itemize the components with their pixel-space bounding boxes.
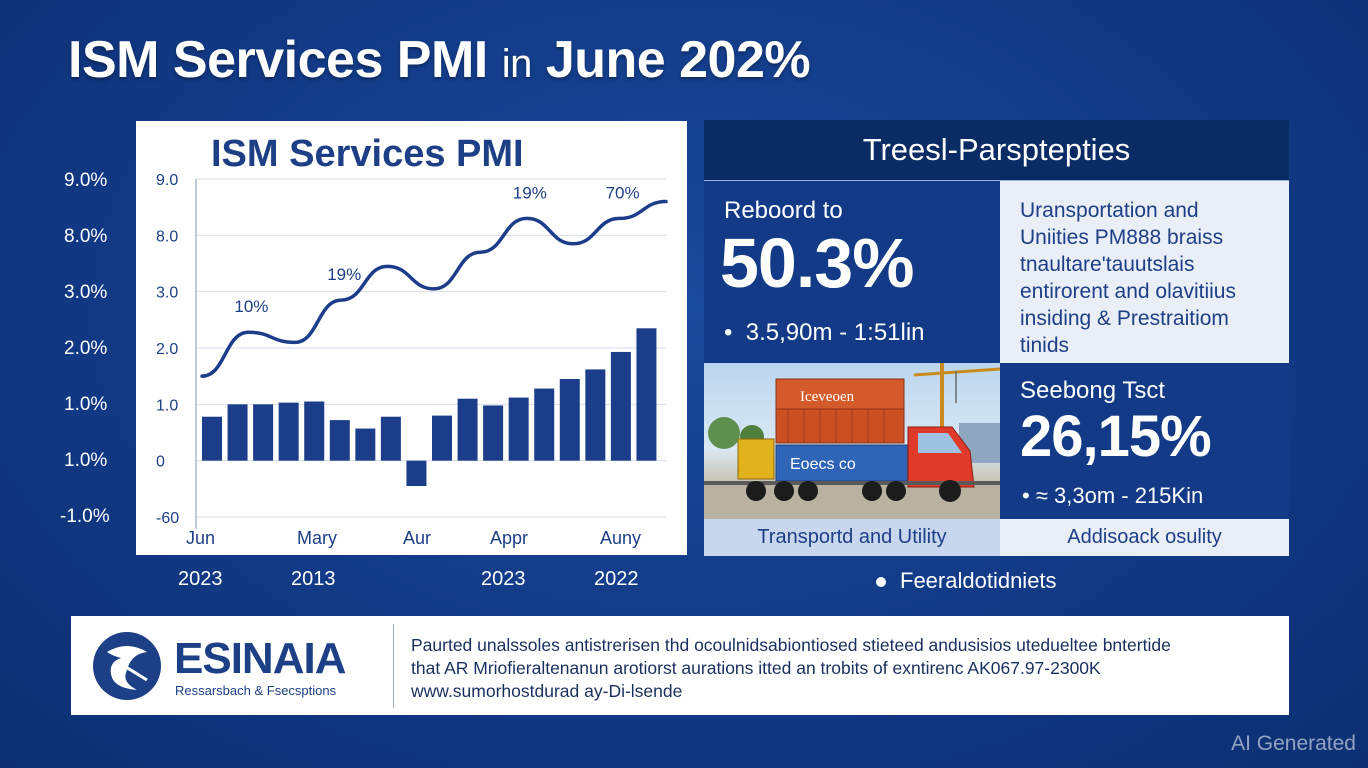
- rebound-label: Reboord to: [724, 197, 843, 224]
- x-tick-label: Aur: [403, 528, 431, 548]
- brand-name: ESINAIA: [174, 634, 346, 683]
- crane-jib: [913, 367, 1000, 377]
- page-title-rest: June 202%: [545, 31, 811, 89]
- page-title-main: ISM Services PMI: [68, 31, 488, 89]
- footer-line: that AR Mriofieraltenanun arotiorst aura…: [411, 658, 1101, 678]
- bar: [636, 328, 657, 461]
- truck-illustration: Iceveoen Eoecs co: [704, 363, 1000, 519]
- bar: [432, 415, 452, 461]
- page-title-in: in: [501, 42, 533, 86]
- y-tick-label: 9.0: [156, 172, 178, 189]
- bar: [380, 416, 401, 461]
- transport-description: Uransportation and Uniities PM888 braiss…: [1000, 181, 1289, 363]
- outer-y-tick: 1.0%: [64, 394, 108, 415]
- x-tick-label: Auny: [600, 528, 641, 548]
- bar: [585, 369, 606, 461]
- rebound-sub: • 3.5,90m - 1:51lin: [724, 319, 925, 347]
- rebound-sub-text: 3.5,90m - 1:51lin: [745, 319, 925, 346]
- caption-right: Addisoack osulity: [1000, 519, 1289, 556]
- outer-y-tick: 3.0%: [64, 282, 108, 303]
- data-annotation: 70%: [606, 183, 640, 202]
- footer-text: Paurted unalssoles antistrerisen thd oco…: [411, 634, 1271, 703]
- tree: [708, 417, 740, 449]
- pmi-chart: 9.0 8.0 3.0 2.0 1.0 0 -60 10% 19% 19% 70% Jun Mary Au…: [156, 172, 668, 548]
- transport-line: Uniities PM888 braiss: [1020, 226, 1224, 249]
- brand-tagline: Ressarsbach & Fsecsptions: [175, 683, 337, 698]
- outer-y-tick: 8.0%: [64, 226, 108, 247]
- container-bottom-label: Eoecs co: [790, 456, 856, 473]
- chassis: [704, 481, 1000, 485]
- bar: [457, 398, 478, 461]
- x-tick-label: Jun: [186, 528, 215, 548]
- bar: [253, 404, 274, 461]
- x-tick-label: Mary: [297, 528, 337, 548]
- transport-line: insiding & Prestraitiom: [1020, 307, 1229, 330]
- truck-image: Iceveoen Eoecs co: [704, 363, 1000, 519]
- x-tick-label: Appr: [490, 528, 528, 548]
- truck-window: [918, 433, 962, 453]
- footer-card: ESINAIA Ressarsbach & Fsecsptions Paurte…: [71, 616, 1289, 715]
- container-top-label: Iceveoen: [800, 389, 855, 405]
- transport-line: tnaultare'tauutslais: [1020, 253, 1195, 276]
- brand-logo-icon: [93, 632, 161, 700]
- y-tick-label: -60: [156, 510, 179, 527]
- bullet-note: Feeraldotidniets: [876, 568, 1057, 594]
- year-label: 2013: [291, 568, 336, 590]
- year-label: 2022: [594, 568, 639, 590]
- secondary-sub: • ≈ 3,3om - 215Kin: [1022, 483, 1203, 509]
- outer-y-tick: 9.0%: [64, 170, 108, 191]
- bullet-note-text: Feeraldotidniets: [900, 568, 1057, 593]
- footer-line: Paurted unalssoles antistrerisen thd oco…: [411, 635, 1171, 655]
- transport-line: tinids: [1020, 334, 1070, 357]
- data-annotation: 19%: [513, 183, 547, 202]
- container-top: [775, 378, 905, 410]
- bar: [406, 460, 427, 487]
- pmi-line: [200, 199, 668, 378]
- bar: [278, 402, 299, 461]
- bar: [227, 404, 248, 461]
- page-title: ISM Services PMI in June 202%: [68, 30, 811, 90]
- chart-title: ISM Services PMI: [211, 133, 524, 175]
- data-annotation: 19%: [327, 265, 361, 284]
- bullet-icon: •: [724, 319, 746, 346]
- bullet-icon: •: [1022, 483, 1036, 508]
- y-tick-label: 0: [156, 454, 165, 471]
- bar: [508, 397, 529, 461]
- caption-left: Transportd and Utility: [704, 519, 1000, 556]
- y-tick-label: 3.0: [156, 285, 178, 302]
- chart-card: 9.0 8.0 3.0 2.0 1.0 0 -60 10% 19% 19% 70% Jun Mary Au…: [136, 121, 687, 555]
- bar: [559, 378, 580, 461]
- trends-panel: Treesl-Parsptepties Reboord to 50.3% • 3…: [704, 120, 1289, 556]
- secondary-value: 26,15%: [1020, 404, 1212, 469]
- y-tick-label: 1.0: [156, 397, 178, 414]
- secondary-label: Seebong Tsct: [1020, 377, 1165, 404]
- panel-header: Treesl-Parsptepties: [704, 120, 1289, 181]
- bar: [202, 416, 222, 461]
- transport-line: Uransportation and: [1020, 199, 1199, 222]
- small-truck: [737, 438, 775, 480]
- bar: [304, 401, 325, 461]
- footer-divider: [393, 624, 394, 708]
- rebound-value: 50.3%: [720, 224, 914, 302]
- bar: [534, 388, 555, 461]
- y-tick-label: 8.0: [156, 228, 178, 245]
- secondary-box: Seebong Tsct 26,15% • ≈ 3,3om - 215Kin: [1000, 363, 1289, 519]
- outer-y-tick: -1.0%: [60, 506, 110, 527]
- bullet-icon: [876, 577, 886, 588]
- year-label: 2023: [178, 568, 223, 590]
- outer-y-tick: 2.0%: [64, 338, 108, 359]
- bar: [483, 405, 504, 461]
- bar: [329, 420, 350, 461]
- secondary-sub-text: ≈ 3,3om - 215Kin: [1035, 483, 1204, 508]
- footer-line: www.sumorhostdurad ay-Di-lsende: [411, 681, 683, 701]
- bar: [610, 351, 631, 461]
- outer-y-tick: 1.0%: [64, 450, 108, 471]
- watermark: AI Generated: [1231, 732, 1356, 755]
- container-middle: [775, 408, 905, 444]
- year-label: 2023: [481, 568, 526, 590]
- transport-line: entirorent and olavitiius: [1020, 280, 1236, 303]
- data-annotation: 10%: [234, 297, 268, 316]
- bar: [355, 428, 376, 461]
- y-tick-label: 2.0: [156, 341, 178, 358]
